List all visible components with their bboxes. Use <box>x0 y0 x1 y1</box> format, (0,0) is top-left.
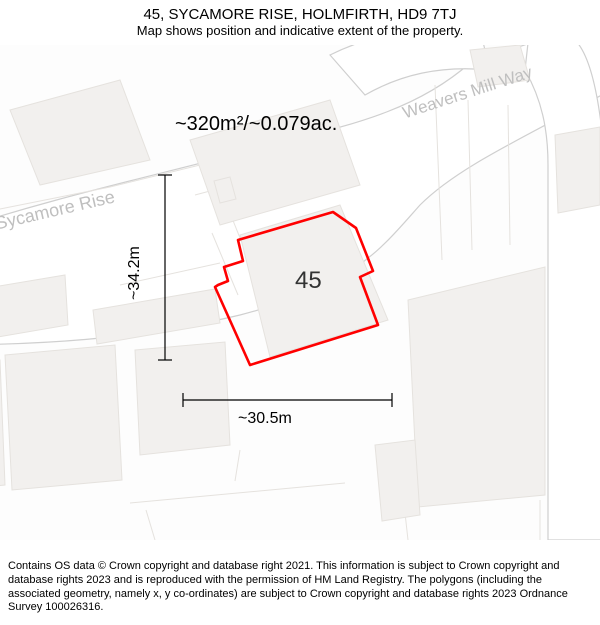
page-title: 45, SYCAMORE RISE, HOLMFIRTH, HD9 7TJ <box>10 6 590 23</box>
height-label: ~34.2m <box>126 246 144 300</box>
width-label: ~30.5m <box>238 410 292 428</box>
map-area: ~320m²/~0.079ac. ~34.2m ~30.5m 45 Sycamo… <box>0 45 600 540</box>
bldg-right-small <box>375 440 420 521</box>
bldg-right-big <box>408 267 545 507</box>
bldg-top-right <box>555 127 600 213</box>
header: 45, SYCAMORE RISE, HOLMFIRTH, HD9 7TJ Ma… <box>0 0 600 40</box>
bldg-left-2 <box>5 345 122 490</box>
area-label: ~320m²/~0.079ac. <box>175 113 337 136</box>
copyright-footer: Contains OS data © Crown copyright and d… <box>0 554 600 625</box>
page-subtitle: Map shows position and indicative extent… <box>10 23 590 38</box>
property-number: 45 <box>295 267 322 295</box>
